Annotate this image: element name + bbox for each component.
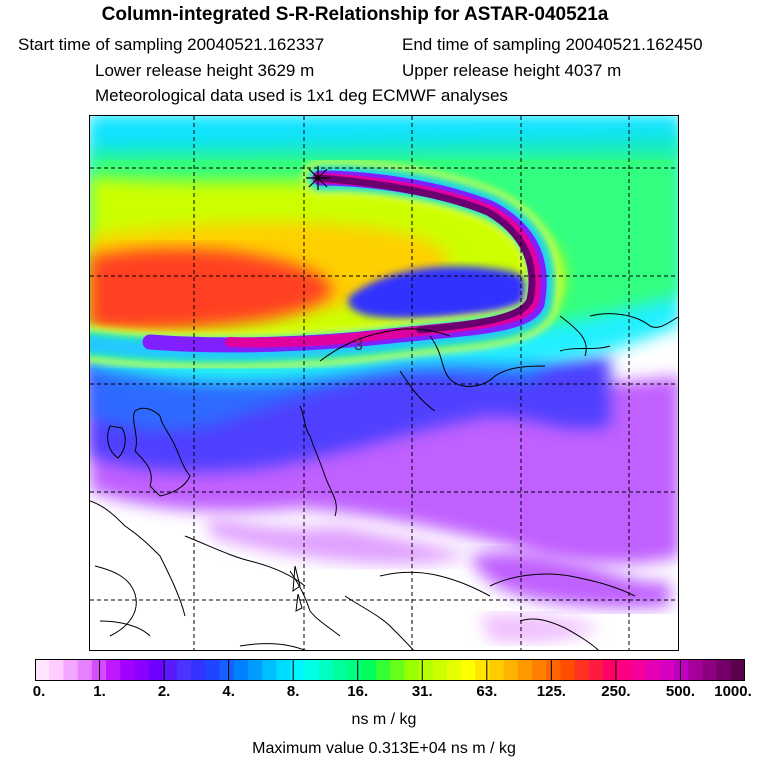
colorbar-swatch	[546, 659, 561, 681]
colorbar-swatch	[219, 659, 235, 681]
colorbar-swatch	[446, 659, 462, 681]
colorbar-tick-label: 125.	[536, 683, 566, 700]
colorbar-swatch	[361, 659, 377, 681]
colorbar-swatch	[574, 659, 590, 681]
start-time-label: Start time of sampling 20040521.162337	[18, 35, 325, 54]
colorbar-swatch	[432, 659, 448, 681]
colorbar-swatch	[631, 659, 647, 681]
colorbar-swatch	[475, 659, 490, 681]
colorbar-swatch	[262, 659, 277, 681]
met-data-label: Meteorological data used is 1x1 deg ECMW…	[95, 86, 508, 105]
colorbar-swatch	[617, 659, 632, 681]
colorbar-swatch	[276, 659, 292, 681]
colorbar-swatch	[418, 659, 434, 681]
colorbar-swatch	[702, 659, 718, 681]
colorbar-swatch	[603, 659, 618, 681]
colorbar-tick-label: 2.	[157, 683, 171, 700]
star-marker	[306, 166, 330, 190]
max-value-label: Maximum value 0.313E+04 ns m / kg	[252, 740, 516, 757]
colorbar-swatch	[177, 659, 192, 681]
colorbar-swatch	[333, 659, 348, 681]
colorbar-swatch	[35, 659, 50, 681]
colorbar-swatch	[319, 659, 334, 681]
colorbar-swatch	[730, 659, 745, 681]
colorbar-tick-label: 250.	[601, 683, 631, 700]
colorbar-swatch	[120, 659, 135, 681]
colorbar-swatch	[659, 659, 675, 681]
end-time-label: End time of sampling 20040521.162450	[402, 35, 703, 54]
coastlines	[90, 313, 678, 650]
colorbar	[35, 659, 745, 681]
colorbar-swatch	[517, 659, 533, 681]
colorbar-swatch	[404, 659, 419, 681]
colorbar-swatch	[77, 659, 93, 681]
map-title: Column-integrated S-R-Relationship for A…	[101, 4, 609, 25]
contour-label: 3	[354, 337, 363, 354]
unit-label: ns m / kg	[351, 711, 417, 728]
colorbar-swatch	[191, 659, 206, 681]
colorbar-tick-label: 1000.	[714, 683, 752, 700]
colorbar-tick-label: 1.	[93, 683, 106, 700]
colorbar-swatch	[688, 659, 703, 681]
colorbar-swatch	[49, 659, 64, 681]
colorbar-swatch	[148, 659, 164, 681]
colorbar-swatch	[134, 659, 150, 681]
colorbar-tick-label: 4.	[222, 683, 235, 700]
colorbar-swatch	[233, 659, 249, 681]
colorbar-tick-label: 63.	[476, 683, 498, 700]
colorbar-tick-label: 31.	[411, 683, 433, 700]
colorbar-swatch	[674, 659, 689, 681]
colorbar-swatch	[532, 659, 547, 681]
colorbar-swatch	[63, 659, 79, 681]
colorbar-swatch	[461, 659, 476, 681]
colorbar-swatch	[248, 659, 263, 681]
colorbar-swatch	[290, 659, 306, 681]
colorbar-swatch	[560, 659, 576, 681]
colorbar-swatch	[588, 659, 604, 681]
colorbar-tick-label: 500.	[665, 683, 696, 700]
colorbar-swatch	[162, 659, 178, 681]
colorbar-swatch	[375, 659, 391, 681]
colorbar-swatch	[106, 659, 121, 681]
colorbar-swatch	[205, 659, 221, 681]
upper-height-label: Upper release height 4037 m	[402, 61, 622, 80]
lower-height-label: Lower release height 3629 m	[95, 61, 315, 80]
colorbar-swatch	[489, 659, 505, 681]
colorbar-swatch	[304, 659, 320, 681]
colorbar-swatch	[645, 659, 661, 681]
colorbar-swatch	[503, 659, 519, 681]
colorbar-tick-label: 8.	[286, 683, 300, 700]
colorbar-swatch	[347, 659, 363, 681]
colorbar-swatch	[390, 659, 405, 681]
colorbar-swatch	[716, 659, 732, 681]
colorbar-tick-label: 16.	[347, 683, 369, 700]
colorbar-tick-label: 0.	[32, 683, 46, 700]
colorbar-border	[35, 659, 745, 681]
grid-lines	[90, 116, 678, 650]
sensitivity-map: 3	[89, 115, 679, 651]
